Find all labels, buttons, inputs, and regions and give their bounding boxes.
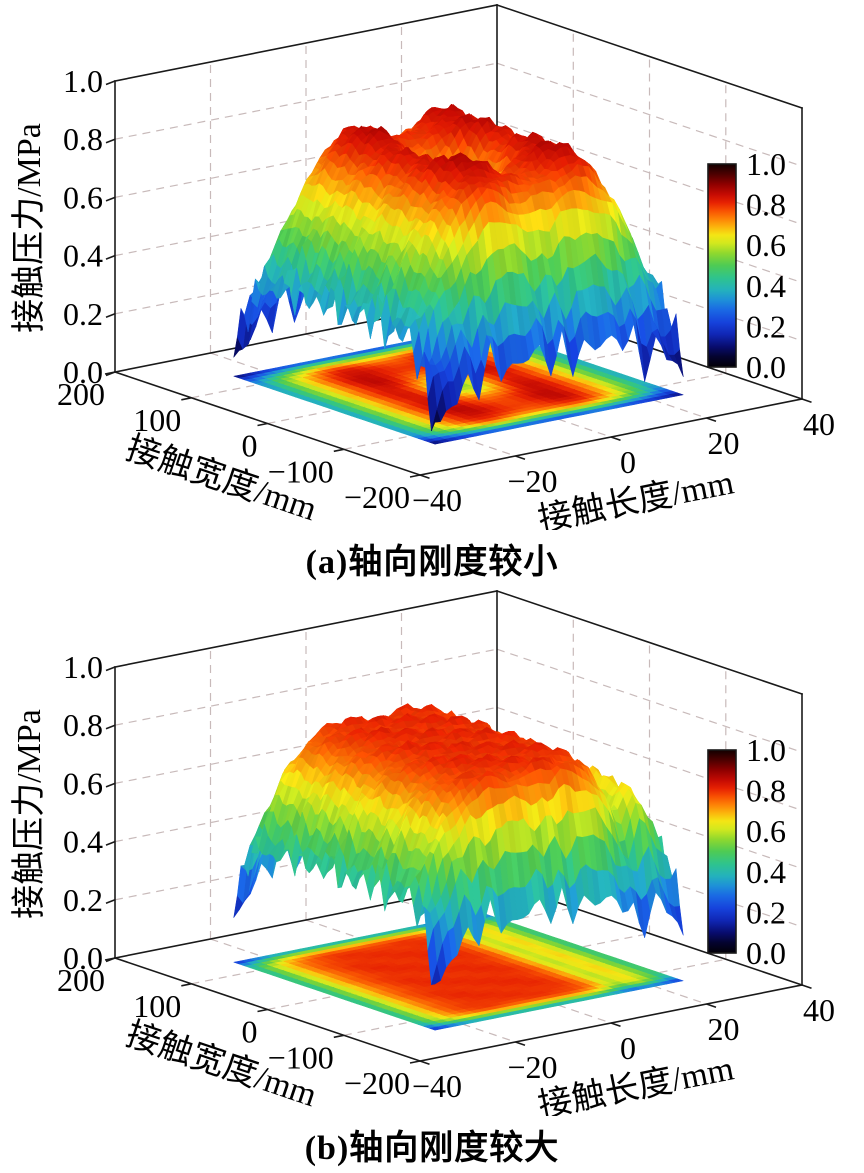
colorbar-tick-label: 0.4 [746, 854, 786, 890]
caption-a: (a)轴向刚度较小 [305, 543, 559, 581]
x-tick-label: −20 [507, 1049, 557, 1085]
z-axis-label: 接触压力/MPa [10, 123, 48, 333]
x-tick-label: −40 [412, 482, 462, 518]
z-tick-label: 0.6 [63, 765, 103, 801]
colorbar-tick-label: 0.2 [746, 308, 786, 344]
colorbar-gradient [707, 163, 737, 368]
y-tick-label: 100 [133, 402, 181, 438]
z-tick-label: 0.8 [63, 707, 103, 743]
x-tick-label: 20 [708, 425, 740, 461]
colorbar-tick-label: 0.8 [746, 773, 786, 809]
pressure-surface [233, 703, 684, 986]
caption-b: (b)轴向刚度较大 [304, 1129, 560, 1167]
z-tick-label: 0.0 [63, 354, 103, 390]
x-tick-label: 40 [803, 992, 835, 1028]
colorbar-tick-label: 0.0 [746, 935, 786, 971]
z-tick-label: 1.0 [63, 649, 103, 685]
colorbar-tick-label: 0.4 [746, 268, 786, 304]
z-tick-label: 0.4 [63, 824, 103, 860]
y-tick-label: 100 [133, 988, 181, 1024]
x-tick-label: 0 [620, 1030, 636, 1066]
panel-a: 0.0 0.2 0.4 0.6 0.8 1.0 200 100 0 −100 −200 −40 −20 0… [0, 0, 864, 586]
colorbar-tick-label: 0.6 [746, 813, 786, 849]
y-tick-label: 200 [57, 376, 105, 412]
x-tick-label: −20 [507, 463, 557, 499]
z-tick-label: 0.6 [63, 179, 103, 215]
panel-b: 0.0 0.2 0.4 0.6 0.8 1.0 200 100 0 −100 −200 −40 −20 0… [0, 586, 864, 1172]
y-tick-label: 0 [242, 428, 258, 464]
z-tick-label: 0.2 [63, 882, 103, 918]
floor-contour-projection [232, 912, 685, 1031]
y-tick-label: −100 [268, 1039, 334, 1075]
colorbar-tick-label: 0.6 [746, 227, 786, 263]
z-tick-label: 0.4 [63, 238, 103, 274]
y-tick-label: −200 [344, 1065, 410, 1101]
pressure-surface [233, 103, 684, 432]
x-tick-label: 0 [620, 444, 636, 480]
colorbar-tick-label: 1.0 [746, 146, 786, 182]
colorbar-gradient [707, 749, 737, 954]
z-tick-label: 0.8 [63, 121, 103, 157]
y-tick-label: −100 [268, 453, 334, 489]
colorbar: 1.0 0.8 0.6 0.4 0.2 0.0 [707, 146, 786, 385]
x-tick-label: −40 [412, 1068, 462, 1104]
colorbar: 1.0 0.8 0.6 0.4 0.2 0.0 [707, 732, 786, 971]
y-tick-label: 200 [57, 962, 105, 998]
colorbar-tick-label: 0.0 [746, 349, 786, 385]
colorbar-tick-label: 0.2 [746, 894, 786, 930]
z-tick-label: 0.2 [63, 296, 103, 332]
y-tick-label: 0 [242, 1014, 258, 1050]
z-tick-label: 1.0 [63, 63, 103, 99]
colorbar-tick-label: 0.8 [746, 187, 786, 223]
y-tick-label: −200 [344, 479, 410, 515]
x-tick-label: 20 [708, 1011, 740, 1047]
colorbar-tick-label: 1.0 [746, 732, 786, 768]
x-tick-label: 40 [803, 406, 835, 442]
z-axis-label: 接触压力/MPa [10, 709, 48, 919]
z-tick-label: 0.0 [63, 940, 103, 976]
